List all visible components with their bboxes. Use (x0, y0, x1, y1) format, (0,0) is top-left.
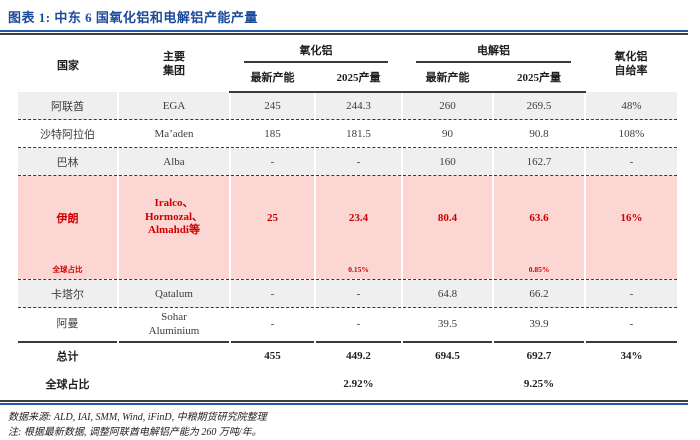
header-self-sufficiency: 氧化铝 自给率 (614, 50, 648, 77)
cell-alumina-capacity: - (229, 279, 315, 308)
cell-self-sufficiency: 34% (584, 341, 677, 369)
header-output-2025-alumina: 2025产量 (315, 63, 402, 93)
cell-alumina-capacity: 455 (229, 341, 315, 369)
cell-electrolytic-output: 90.8 (492, 119, 585, 148)
cell-electrolytic-capacity: 260 (401, 92, 493, 120)
table-row-qatar: 卡塔尔 Qatalum - - 64.8 66.2 - (18, 279, 677, 308)
cell-electrolytic-output: 692.7 (492, 341, 585, 369)
header-group: 主要 集团 (163, 50, 185, 77)
table-row-bahrain: 巴林 Alba - - 160 162.7 - (18, 147, 677, 176)
cell-country: 阿联酋 (18, 92, 118, 120)
cell-electrolytic-output: 39.9 (492, 307, 585, 342)
cell-group: Sohar Aluminium (117, 307, 230, 342)
cell-electrolytic-capacity: 64.8 (401, 279, 493, 308)
electrolytic-output-share: 0.85% (528, 264, 550, 274)
cell-group-empty (117, 369, 230, 399)
bottom-rule (0, 400, 688, 405)
cell-electrolytic-output: 66.2 (492, 279, 585, 308)
global-share-sublabel: 全球占比 (52, 264, 83, 274)
cell-electrolytic-capacity: 80.4 (401, 175, 493, 280)
cell-country: 阿曼 (56, 317, 79, 330)
cell-total-label: 总计 (18, 341, 118, 369)
cell-self-sufficiency: 16% (584, 175, 677, 280)
cell-alumina-capacity: - (229, 147, 315, 176)
header-row-metrics: 最新产能 2025产量 最新产能 2025产量 (18, 63, 677, 93)
cell-electrolytic-output: 63.6 0.85% (492, 175, 585, 280)
capacity-table: 国家 主要 集团 氧化铝 电解铝 氧化铝 自给率 最新产能 2025产量 最新产… (18, 37, 677, 399)
cell-alumina-output: - (314, 307, 402, 342)
cell-self-sufficiency: - (584, 147, 677, 176)
cell-electrolytic-output: 162.7 (492, 147, 585, 176)
cell-alumina-capacity: - (229, 307, 315, 342)
cell-alumina-capacity-empty (229, 369, 315, 399)
cell-country: 伊朗 全球占比 (18, 175, 118, 280)
cell-alumina-output: 181.5 (314, 119, 402, 148)
table-row-uae: 阿联酋 EGA 245 244.3 260 269.5 48% (18, 92, 677, 120)
cell-self-sufficiency: - (584, 307, 677, 342)
header-latest-capacity-electrolytic: 最新产能 (402, 63, 493, 93)
country-label: 伊朗 (56, 212, 79, 225)
value: 23.4 (348, 211, 369, 224)
cell-country: 巴林 (18, 147, 118, 176)
alumina-output-share: 0.15% (348, 264, 369, 274)
table-row-oman: 阿曼 Sohar Aluminium - - 39.5 39.9 - (18, 307, 677, 342)
cell-electrolytic-capacity: 90 (401, 119, 493, 148)
cell-electrolytic-capacity: 39.5 (401, 307, 493, 342)
cell-global-share-label: 全球占比 (45, 379, 90, 391)
footer: 数据来源: ALD, IAI, SMM, Wind, iFinD, 中粮期货研究… (8, 410, 700, 440)
header-latest-capacity-alumina: 最新产能 (230, 63, 315, 93)
cell-alumina-output: 449.2 (314, 341, 402, 369)
cell-electrolytic-output: 269.5 (492, 92, 585, 120)
cell-electrolytic-capacity-empty (401, 369, 493, 399)
table-row-saudi: 沙特阿拉伯 Ma’aden 185 181.5 90 90.8 108% (18, 119, 677, 148)
cell-alumina-output: 23.4 0.15% (314, 175, 402, 280)
cell-alumina-output: 244.3 (314, 92, 402, 120)
cell-self-sufficiency: 48% (584, 92, 677, 120)
cell-group: Ma’aden (117, 119, 230, 148)
value: 63.6 (529, 211, 549, 224)
header-row-groups: 国家 主要 集团 氧化铝 电解铝 氧化铝 自给率 (18, 37, 677, 77)
group-label: Iralco、 Hormozal、 Almahdi等 (144, 196, 204, 237)
page-title: 图表 1: 中东 6 国氧化铝和电解铝产能产量 (8, 10, 258, 25)
cell-electrolytic-capacity: 160 (401, 147, 493, 176)
cell-electrolytic-output: 9.25% (492, 369, 585, 399)
cell-alumina-output: 2.92% (314, 369, 402, 399)
cell-alumina-capacity: 185 (229, 119, 315, 148)
cell-group-empty (117, 341, 230, 369)
cell-alumina-output: - (314, 279, 402, 308)
title-divider (0, 30, 688, 35)
cell-self-sufficiency-empty (584, 369, 677, 399)
header-alumina: 氧化铝 (230, 37, 402, 63)
cell-electrolytic-capacity: 694.5 (401, 341, 493, 369)
total-row: 总计 455 449.2 694.5 692.7 34% (18, 341, 677, 369)
footer-note: 注: 根据最新数据, 调整阿联酋电解铝产能为 260 万吨/年。 (8, 427, 262, 438)
cell-alumina-capacity: 245 (229, 92, 315, 120)
cell-country: 沙特阿拉伯 (18, 119, 118, 148)
cell-group: Alba (117, 147, 230, 176)
cell-self-sufficiency: 108% (584, 119, 677, 148)
cell-group: EGA (117, 92, 230, 120)
global-share-row: 全球占比 2.92% 9.25% (18, 369, 677, 399)
cell-self-sufficiency: - (584, 279, 677, 308)
cell-alumina-output: - (314, 147, 402, 176)
cell-country: 卡塔尔 (18, 279, 118, 308)
header-electrolytic: 电解铝 (402, 37, 585, 63)
header-output-2025-electrolytic: 2025产量 (493, 63, 585, 93)
table-row-iran-highlighted: 伊朗 全球占比 Iralco、 Hormozal、 Almahdi等 25 23… (18, 175, 677, 280)
footer-source: 数据来源: ALD, IAI, SMM, Wind, iFinD, 中粮期货研究… (8, 412, 267, 423)
cell-alumina-capacity: 25 (229, 175, 315, 280)
cell-group: Qatalum (117, 279, 230, 308)
header-country: 国家 (57, 59, 79, 72)
cell-group: Iralco、 Hormozal、 Almahdi等 (117, 175, 230, 280)
